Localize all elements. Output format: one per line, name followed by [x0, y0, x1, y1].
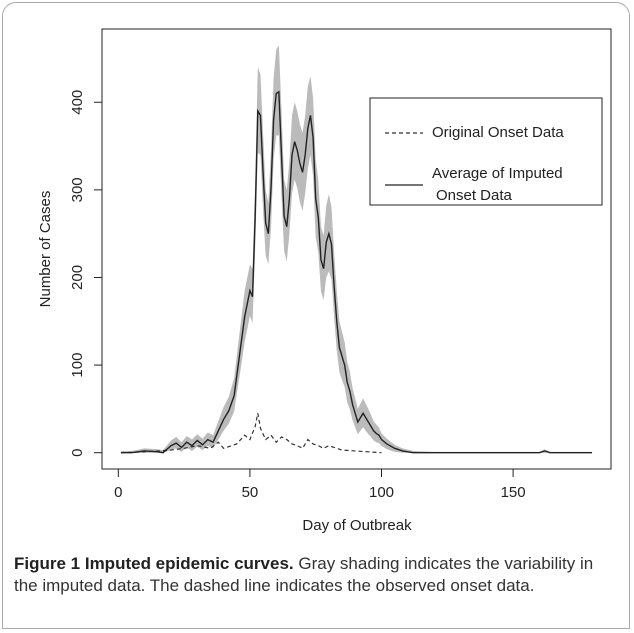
caption-text: Gray shading indicates the variability i…: [14, 554, 594, 595]
chart: Day of Outbreak Number of Cases 0 50 100 15…: [37, 28, 612, 534]
y-tick-label: 0: [69, 449, 86, 457]
legend-box: [369, 97, 603, 206]
variability-band: [120, 45, 593, 453]
y-tick-label: 200: [69, 265, 86, 290]
legend-label: Average of Imputed Onset Data: [432, 165, 563, 204]
y-axis-label: Number of Cases: [37, 191, 54, 308]
imputed-line: [120, 90, 593, 454]
legend-label: Original Onset Data: [432, 124, 564, 141]
x-tick-label: 100: [369, 484, 394, 501]
x-tick-label: 150: [501, 484, 526, 501]
plot-box: [101, 28, 612, 470]
y-tick-label: 300: [69, 177, 86, 202]
caption-label: Figure 1 Imputed epidemic curves.: [14, 554, 294, 573]
x-tick-label: 0: [114, 484, 122, 501]
original-line: [120, 413, 382, 454]
x-axis-label: Day of Outbreak: [302, 517, 412, 534]
y-tick-label: 400: [69, 90, 86, 115]
x-tick-label: 50: [242, 484, 259, 501]
y-tick-label: 100: [69, 353, 86, 378]
caption: Figure 1 Imputed epidemic curves. Gray s…: [14, 553, 614, 597]
